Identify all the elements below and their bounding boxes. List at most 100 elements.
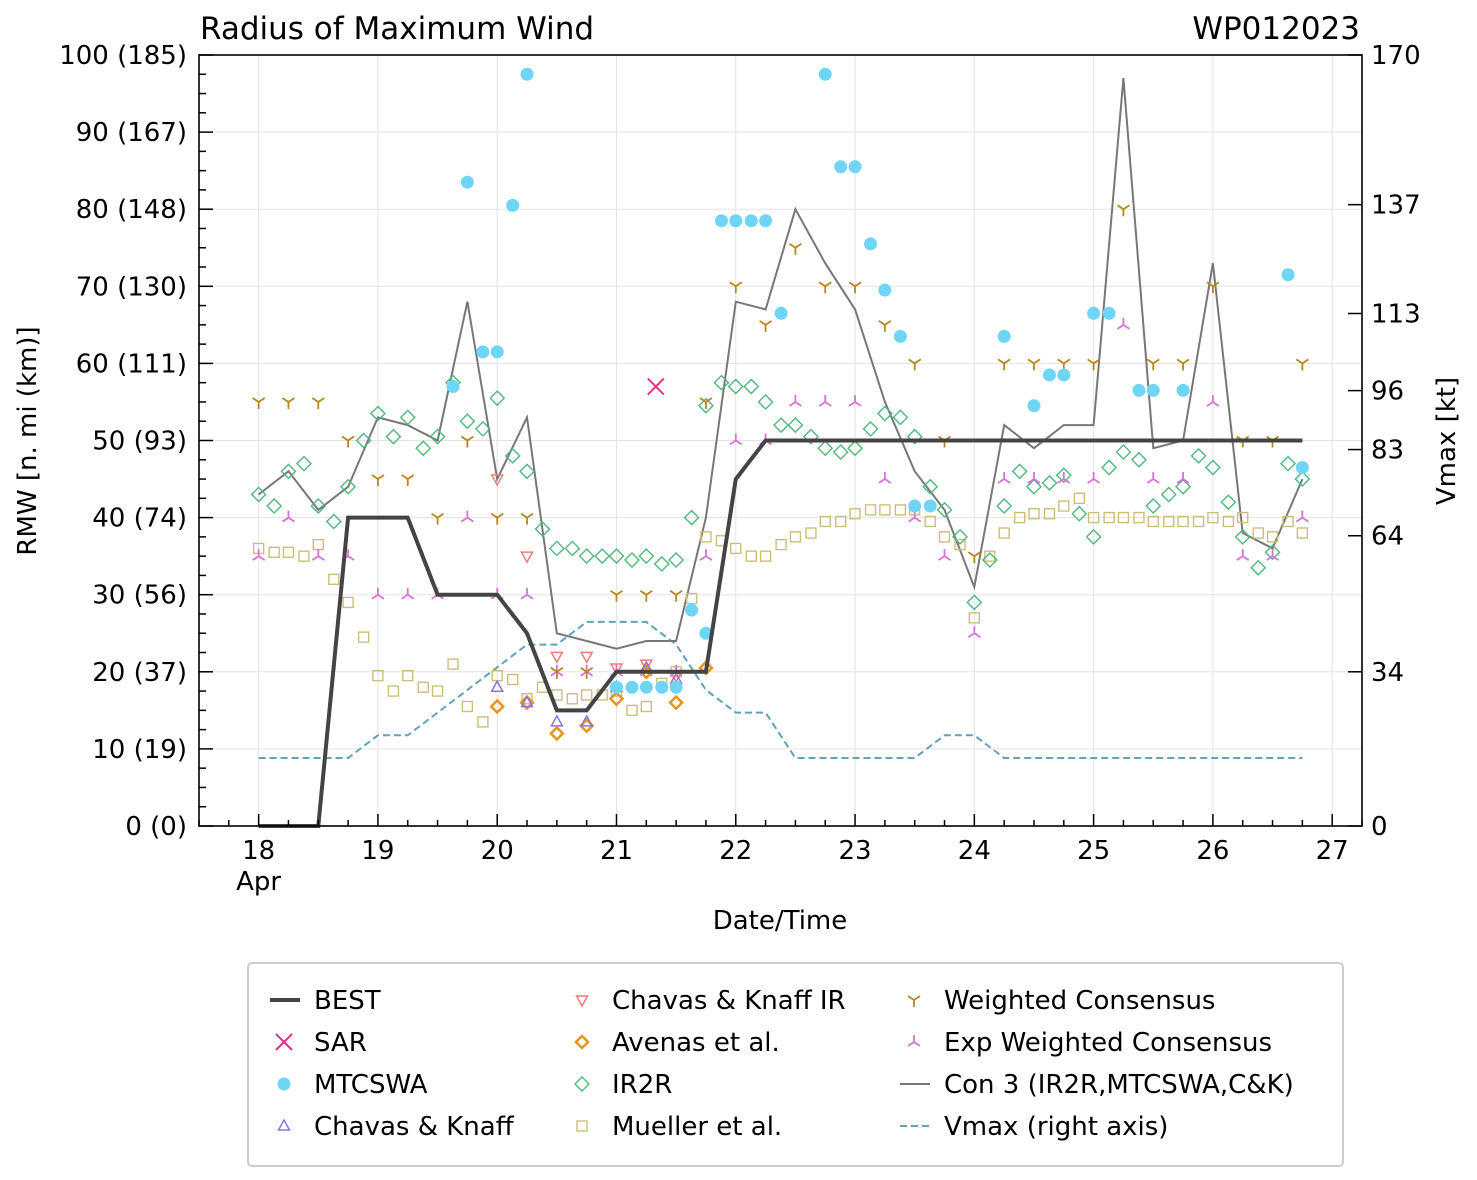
point-mueller [924,515,936,528]
point-ewc [460,510,474,523]
point-ewc [580,664,594,677]
point-mueller [1282,515,1294,528]
series-wc [252,204,1309,679]
point-mtcswa [490,345,504,359]
point-mueller [700,531,712,543]
point-ir2r [1220,494,1237,511]
point-mueller [402,669,414,682]
y-tick-label: 60 (111) [76,349,187,379]
legend-label-sar: SAR [314,1028,367,1058]
legend-label-avenas: Avenas et al. [612,1028,780,1058]
point-ir2r [355,432,372,449]
point-wc [252,397,266,409]
x-tick-label: 24 [958,836,991,866]
point-ir2r [489,390,506,407]
point-wc [1206,281,1220,294]
legend-swatch-mtcswa [277,1077,291,1091]
point-wc [1295,358,1309,371]
storm-id: WP012023 [1192,11,1360,47]
point-wc [967,551,981,564]
x-tick-label: 27 [1316,836,1349,866]
point-mueller [1252,527,1264,539]
point-avenas [489,698,505,715]
point-mueller [357,631,370,643]
y2-tick-label: 34 [1371,658,1404,688]
point-ir2r [832,444,849,461]
point-ir2r [624,552,640,568]
point-ir2r [594,548,611,565]
point-mtcswa [908,499,922,513]
point-ewc [1176,472,1190,484]
point-mtcswa [1295,460,1309,474]
point-ir2r [1280,455,1297,472]
legend-item-ck: Chavas & Knaff [277,1112,515,1142]
point-ck [490,679,504,692]
point-avenas [608,691,625,707]
x-tick-label: 19 [361,836,394,866]
legend-item-ir2r: IR2R [574,1070,672,1100]
x-tick-label: 18 [242,836,275,866]
point-mtcswa [923,499,937,513]
point-mueller [1192,515,1205,528]
point-wc [1116,204,1130,217]
point-mtcswa [639,680,653,694]
point-mtcswa [685,603,699,617]
y-tick-label: 30 (56) [92,581,187,611]
point-mueller [1266,531,1279,543]
legend-items: BEST SAR MTCSWA Chavas & Knaff Chavas & Knaf… [270,986,1294,1142]
legend-label-ck: Chavas & Knaff [314,1112,515,1142]
point-wc [490,512,504,525]
point-mueller [1222,515,1235,528]
point-ir2r [519,463,536,480]
point-ewc [1087,472,1101,484]
point-ewc [788,394,802,407]
point-ck [579,714,594,727]
y2-tick-label: 170 [1371,41,1421,71]
point-mueller [789,531,802,543]
legend-item-mtcswa: MTCSWA [277,1070,428,1100]
y-tick-label: 70 (130) [76,272,187,302]
point-ir2r [713,374,730,391]
x-tick-label: 26 [1196,836,1229,866]
point-ewc [371,587,385,600]
point-mueller [1117,511,1130,524]
point-mueller [1013,511,1026,524]
point-ir2r [1264,544,1281,561]
point-ir2r [802,428,819,445]
point-wc [1087,358,1101,371]
point-ewc [967,626,981,638]
point-mtcswa [609,680,623,694]
point-ir2r [564,540,581,557]
point-mtcswa [1087,306,1101,320]
x-tick-label: 23 [839,836,872,866]
point-ir2r [952,528,969,545]
point-wc [371,474,385,487]
point-ir2r [1160,486,1177,503]
point-ir2r [325,513,342,530]
point-mueller [805,527,817,539]
point-ewc [1146,472,1160,484]
point-mueller [1163,515,1175,528]
series-ckir [490,474,683,684]
point-ir2r [876,405,893,422]
y2-tick-label: 83 [1371,436,1404,466]
point-mueller [507,673,519,686]
point-mueller [312,538,324,551]
point-ewc [1236,549,1250,561]
point-mtcswa [1281,268,1295,282]
point-mueller [268,546,280,558]
y2-tick-label: 113 [1371,300,1421,330]
point-ewc [1116,317,1130,330]
point-mueller [879,504,891,516]
point-ewc [1295,510,1309,523]
point-mueller [640,700,653,713]
point-ir2r [966,594,983,611]
point-mueller [938,531,951,543]
point-mueller [387,685,400,697]
y-tick-label: 10 (19) [92,735,187,765]
point-mueller [461,700,474,713]
point-wc [431,512,445,525]
point-wc [580,667,594,679]
